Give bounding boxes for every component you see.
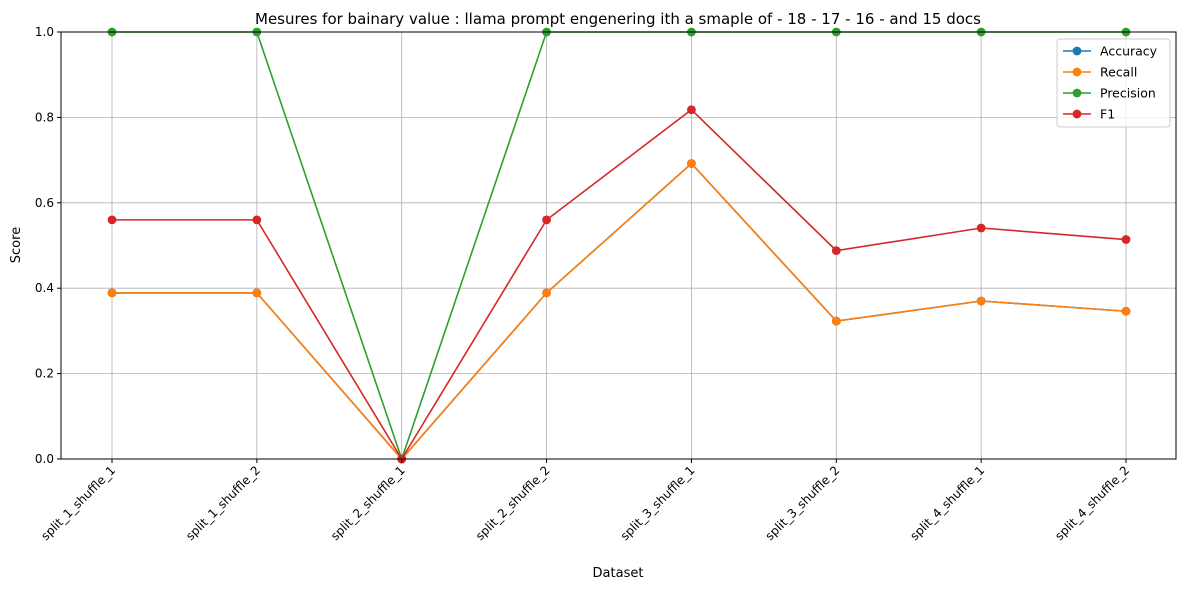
x-tick-label: split_1_shuffle_1 <box>38 463 118 543</box>
recall-point <box>831 316 841 326</box>
x-axis-label: Dataset <box>593 566 644 581</box>
y-tick-label: 1.0 <box>35 25 54 39</box>
recall-point <box>687 159 696 168</box>
x-tick-label: split_1_shuffle_2 <box>183 463 263 543</box>
recall-line <box>112 162 1127 461</box>
y-tick-label: 0.4 <box>35 281 54 295</box>
recall-point <box>976 296 986 306</box>
legend-precision-marker <box>1072 88 1082 98</box>
f1-point <box>976 223 986 233</box>
legend-recall-marker <box>1072 67 1082 77</box>
legend-f1-marker <box>1072 109 1082 119</box>
accuracy-line <box>112 162 1127 461</box>
f1-point <box>542 215 551 225</box>
grid <box>61 31 1176 460</box>
x-tick-label: split_4_shuffle_2 <box>1052 463 1132 543</box>
recall-point <box>1121 306 1131 316</box>
y-axis-label: Score <box>9 227 24 263</box>
y-tick-label: 0.6 <box>35 196 54 210</box>
y-tick-label: 0.8 <box>35 110 54 124</box>
f1-point <box>831 246 841 256</box>
f1-point <box>107 215 117 225</box>
legend-recall-label: Recall <box>1100 65 1137 80</box>
recall-point <box>107 288 117 298</box>
x-tick-label: split_2_shuffle_2 <box>473 463 553 543</box>
legend-accuracy-label: Accuracy <box>1100 44 1158 59</box>
legend-precision-label: Precision <box>1100 86 1156 101</box>
precision-line <box>112 31 1126 462</box>
chart-title: Mesures for bainary value : llama prompt… <box>255 10 981 28</box>
recall-point <box>542 288 551 298</box>
series-lines <box>107 27 1131 464</box>
plot-area-frame <box>60 31 1177 460</box>
f1-point <box>1121 235 1131 244</box>
x-tick-label: split_2_shuffle_1 <box>328 463 408 543</box>
x-tick-label: split_4_shuffle_1 <box>907 463 987 543</box>
recall-point <box>252 288 262 298</box>
y-tick-label: 0.2 <box>35 367 54 381</box>
f1-point <box>687 105 696 115</box>
legend: Accuracy Recall Precision F1 <box>1056 38 1171 128</box>
x-tick-label: split_3_shuffle_1 <box>618 463 698 543</box>
legend-accuracy-marker <box>1072 46 1082 56</box>
legend-f1-label: F1 <box>1100 107 1115 122</box>
f1-point <box>252 215 262 225</box>
y-tick-label: 0.0 <box>35 452 54 466</box>
f1-line <box>112 108 1127 461</box>
x-tick-label: split_3_shuffle_2 <box>763 463 843 543</box>
axes: split_1_shuffle_1 split_1_shuffle_2 split_… <box>35 25 1132 543</box>
legend-box <box>1056 38 1171 128</box>
